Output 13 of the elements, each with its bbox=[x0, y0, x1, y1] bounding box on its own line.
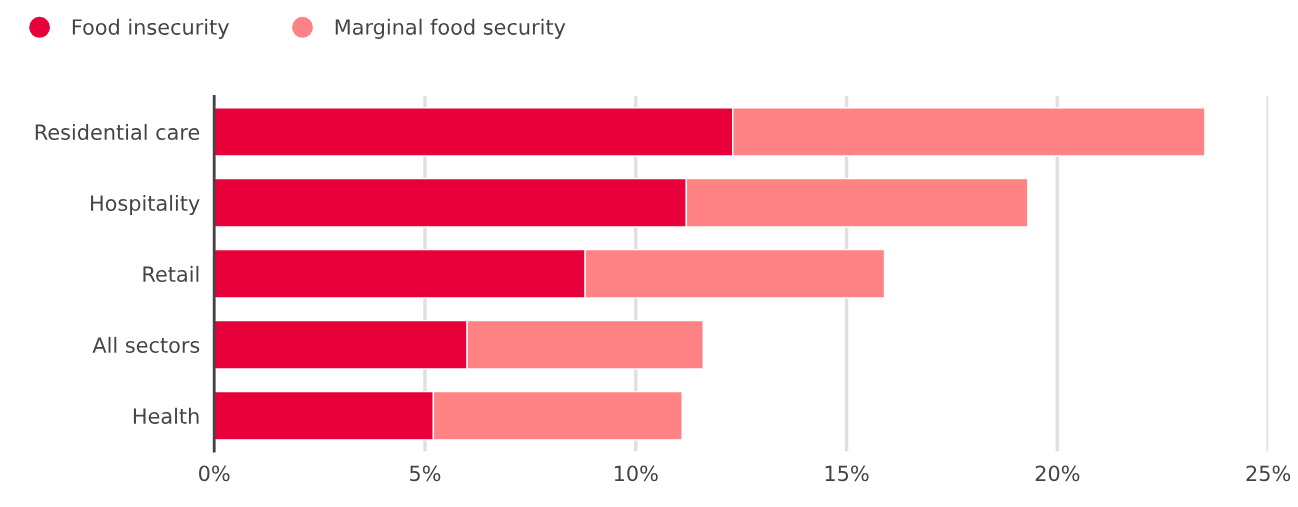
y-tick-label: Residential care bbox=[35, 123, 200, 141]
x-tick-label: 25% bbox=[1246, 465, 1291, 482]
x-tick-label: 20% bbox=[1035, 465, 1080, 482]
y-tick-label: Health bbox=[133, 407, 199, 424]
y-tick-label: Hospitality bbox=[91, 194, 200, 216]
x-tick-label: 0% bbox=[199, 465, 230, 482]
x-tick-label: 15% bbox=[825, 465, 869, 482]
y-tick-label: Retail bbox=[143, 265, 199, 282]
x-tick-label: 5% bbox=[410, 465, 441, 482]
y-tick-label: All sectors bbox=[92, 336, 200, 353]
legend-label: Food insecurity bbox=[72, 18, 229, 39]
x-tick-label: 10% bbox=[614, 465, 658, 482]
legend-label: Marginal food security bbox=[335, 18, 566, 39]
